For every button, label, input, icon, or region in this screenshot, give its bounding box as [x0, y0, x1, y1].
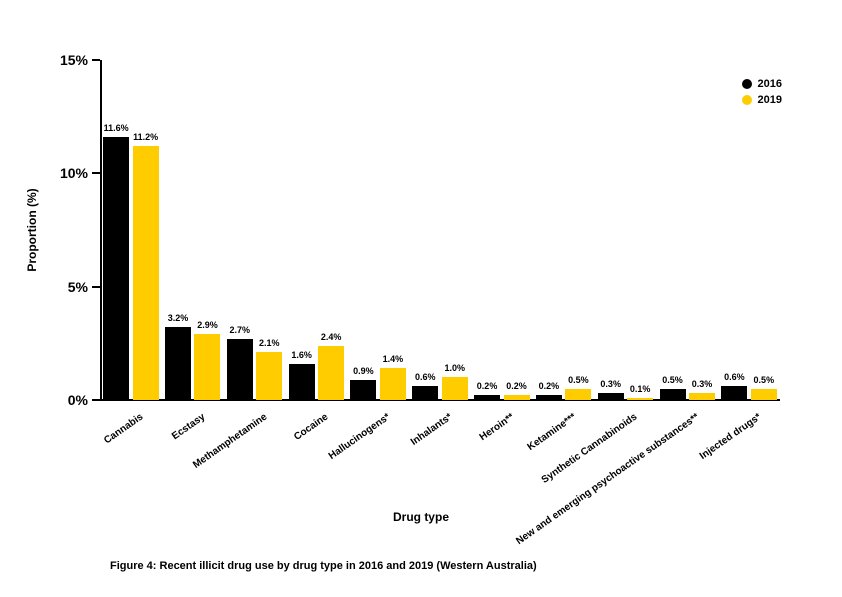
bar-value-label: 0.3% — [692, 379, 713, 389]
y-tick-label: 5% — [68, 279, 88, 295]
x-axis-title: Drug type — [0, 510, 842, 524]
bar: 1.0% — [442, 377, 468, 400]
bar-value-label: 0.5% — [662, 375, 683, 385]
bar: 0.3% — [689, 393, 715, 400]
y-tick-label: 0% — [68, 392, 88, 408]
bar-value-label: 2.9% — [197, 320, 218, 330]
category-label: Heroin** — [473, 405, 516, 443]
bar-value-label: 1.4% — [383, 354, 404, 364]
bar-value-label: 0.1% — [630, 384, 651, 394]
bar: 0.5% — [751, 389, 777, 400]
bar-value-label: 0.3% — [600, 379, 621, 389]
y-tick-label: 10% — [60, 165, 88, 181]
category-label: Ecstasy — [165, 405, 207, 442]
bar: 0.2% — [536, 395, 562, 400]
category-group: 0.6%0.5%Injected drugs* — [720, 60, 778, 400]
bar-value-label: 1.6% — [291, 350, 312, 360]
bar: 1.4% — [380, 368, 406, 400]
bar: 2.4% — [318, 346, 344, 400]
chart-container: 2016 2019 Proportion (%) Drug type 0%5%1… — [0, 0, 842, 597]
bar-value-label: 3.2% — [168, 313, 189, 323]
y-tick-label: 15% — [60, 52, 88, 68]
category-label: Cannabis — [97, 405, 145, 446]
category-group: 0.2%0.5%Ketamine*** — [535, 60, 593, 400]
bar-value-label: 2.7% — [230, 325, 251, 335]
category-group: 0.5%0.3%New and emerging psychoactive su… — [658, 60, 716, 400]
bar: 0.2% — [474, 395, 500, 400]
bar-value-label: 0.6% — [724, 372, 745, 382]
bar-value-label: 0.2% — [477, 381, 498, 391]
bar: 0.1% — [627, 398, 653, 400]
bar: 0.5% — [660, 389, 686, 400]
category-group: 0.6%1.0%Inhalants* — [411, 60, 469, 400]
bar: 0.3% — [598, 393, 624, 400]
bar-value-label: 11.2% — [133, 132, 158, 142]
y-tick — [92, 399, 100, 401]
bar-value-label: 0.2% — [506, 381, 527, 391]
plot-area: 0%5%10%15%11.6%11.2%Cannabis3.2%2.9%Ecst… — [100, 60, 780, 400]
bar: 0.6% — [412, 386, 438, 400]
category-group: 2.7%2.1%Methamphetamine — [226, 60, 284, 400]
bar: 0.9% — [350, 380, 376, 400]
bar: 11.6% — [103, 137, 129, 400]
category-label: Hallucinogens* — [322, 405, 392, 462]
category-group: 3.2%2.9%Ecstasy — [164, 60, 222, 400]
category-label: Cocaine — [288, 405, 331, 443]
bar: 0.2% — [504, 395, 530, 400]
category-group: 1.6%2.4%Cocaine — [287, 60, 345, 400]
bar: 2.1% — [256, 352, 282, 400]
bar: 0.6% — [721, 386, 747, 400]
bar-value-label: 11.6% — [104, 123, 129, 133]
bar-value-label: 0.6% — [415, 372, 436, 382]
bar-value-label: 0.9% — [353, 366, 374, 376]
y-tick — [92, 172, 100, 174]
bar-value-label: 2.4% — [321, 332, 342, 342]
bar-value-label: 1.0% — [444, 363, 465, 373]
category-label: Inhalants* — [404, 405, 454, 448]
bar: 3.2% — [165, 327, 191, 400]
category-group: 0.3%0.1%Synthetic Cannabinoids — [597, 60, 655, 400]
category-group: 0.2%0.2%Heroin** — [473, 60, 531, 400]
bar-value-label: 0.2% — [539, 381, 560, 391]
bar-value-label: 0.5% — [754, 375, 775, 385]
category-label: Injected drugs* — [693, 405, 763, 462]
bar-value-label: 2.1% — [259, 338, 280, 348]
category-group: 0.9%1.4%Hallucinogens* — [349, 60, 407, 400]
y-axis-title: Proportion (%) — [25, 188, 39, 271]
bar: 1.6% — [289, 364, 315, 400]
y-tick — [92, 286, 100, 288]
y-tick — [92, 59, 100, 61]
bar: 2.9% — [194, 334, 220, 400]
chart-caption: Figure 4: Recent illicit drug use by dru… — [110, 560, 537, 572]
bar: 2.7% — [227, 339, 253, 400]
category-group: 11.6%11.2%Cannabis — [102, 60, 160, 400]
bar-value-label: 0.5% — [568, 375, 589, 385]
bar: 11.2% — [133, 146, 159, 400]
bar: 0.5% — [565, 389, 591, 400]
